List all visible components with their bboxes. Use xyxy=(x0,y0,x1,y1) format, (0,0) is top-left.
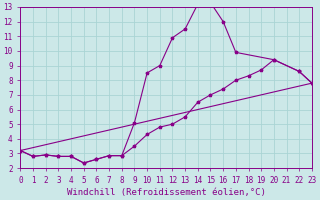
X-axis label: Windchill (Refroidissement éolien,°C): Windchill (Refroidissement éolien,°C) xyxy=(67,188,266,197)
